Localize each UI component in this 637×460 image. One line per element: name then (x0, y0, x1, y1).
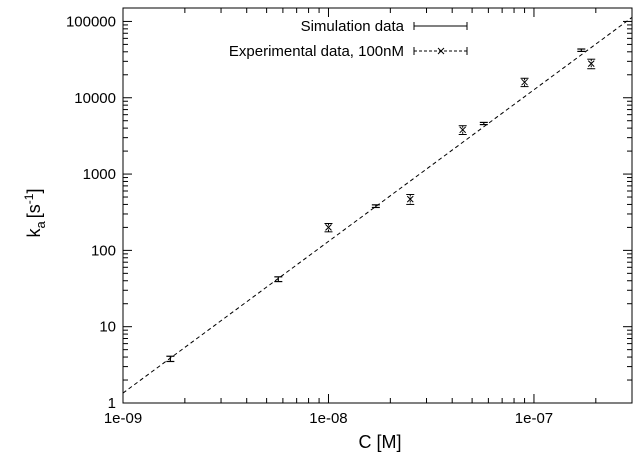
x-tick-label: 1e-08 (309, 410, 347, 427)
y-axis-label-sub: a (33, 220, 48, 228)
legend-sample-experimental (413, 47, 468, 55)
x-tick-label: 1e-09 (104, 410, 142, 427)
experimental-point (458, 125, 467, 135)
legend-sample-simulation (413, 22, 468, 30)
legend: Simulation data Experimental data, 100nM (229, 18, 468, 60)
y-tick-label: 10000 (74, 90, 116, 107)
y-tick-label: 1 (108, 395, 116, 412)
simulation-point (371, 204, 380, 209)
experimental-series (324, 58, 596, 233)
y-tick-label: 10 (99, 319, 116, 336)
y-axis-label-main: k (24, 227, 44, 237)
y-tick-label: 1000 (83, 166, 116, 183)
experimental-point (587, 58, 596, 70)
y-tick-label: 100000 (66, 13, 116, 30)
legend-label-experimental: Experimental data, 100nM (229, 43, 404, 60)
simulation-point (274, 276, 283, 283)
x-axis-label: C [M] (359, 432, 402, 452)
legend-label-simulation: Simulation data (301, 18, 405, 35)
y-axis-label: ka [s-1] (22, 189, 48, 238)
y-axis-label-open: [s (24, 204, 44, 218)
experimental-point (406, 193, 415, 205)
y-tick-label: 100 (91, 242, 116, 259)
axes (122, 7, 633, 404)
y-axis-label-close: ] (24, 189, 44, 194)
simulation-point (577, 48, 586, 52)
simulation-point (166, 355, 175, 363)
x-ticks: 1e-09 1e-08 1e-07 (104, 8, 633, 427)
y-ticks: 1 10 100 1000 10000 100000 (66, 13, 632, 412)
experimental-point (520, 77, 529, 88)
x-tick-label: 1e-07 (515, 410, 553, 427)
simulation-point (479, 121, 488, 126)
plot-frame (122, 7, 633, 404)
experimental-point (324, 222, 333, 233)
simulation-series (166, 48, 586, 363)
y-axis-label-sup: -1 (22, 193, 36, 204)
